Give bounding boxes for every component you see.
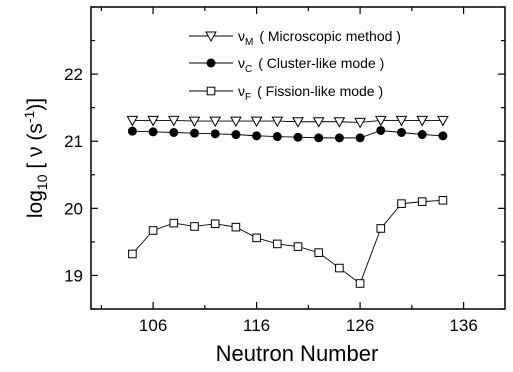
data-point-nu_F <box>314 248 323 257</box>
data-point-nu_M <box>395 115 408 127</box>
legend-marker <box>206 58 216 68</box>
legend-item-nu_M: νM( Microscopic method ) <box>189 28 401 48</box>
data-point-nu_M <box>250 116 263 128</box>
data-point-nu_F <box>397 199 406 208</box>
data-point-nu_C <box>314 133 324 143</box>
data-point-nu_F <box>335 263 344 273</box>
y-axis-title: log10 [ ν (s-1)] <box>21 98 50 218</box>
data-point-nu_F <box>148 226 158 235</box>
x-tick-label: 106 <box>139 316 167 335</box>
data-point-nu_F <box>438 195 448 205</box>
data-point-nu_F <box>128 249 137 259</box>
series-nu_M <box>126 115 449 129</box>
y-tick-label: 19 <box>64 266 83 285</box>
data-point-nu_F <box>252 233 261 243</box>
data-point-nu_C <box>438 131 448 141</box>
data-point-nu_C <box>210 129 220 139</box>
data-point-nu_M <box>126 115 139 127</box>
x-tick-label: 126 <box>346 316 374 335</box>
series-line-nu_C <box>132 130 443 139</box>
data-point-nu_C <box>397 127 406 137</box>
axis-ticks: 106 116 126 136 19 20 21 22 <box>64 6 505 335</box>
data-point-nu_M <box>374 115 387 127</box>
y-tick-label: 22 <box>64 65 83 84</box>
legend-marker <box>205 31 217 43</box>
data-point-nu_C <box>127 126 137 136</box>
data-point-nu_F <box>376 224 386 233</box>
data-point-nu_C <box>376 125 386 135</box>
y-tick-label: 21 <box>64 132 83 151</box>
legend-marker <box>206 86 216 96</box>
legend-item-nu_C: νC( Cluster-like mode ) <box>189 55 384 75</box>
data-point-nu_M <box>312 117 325 128</box>
legend-label: νM( Microscopic method ) <box>238 28 401 48</box>
data-point-nu_C <box>190 128 199 138</box>
plot-frame <box>90 6 506 310</box>
series-nu_F <box>128 195 448 288</box>
data-point-nu_C <box>272 132 282 142</box>
data-point-nu_F <box>293 242 303 251</box>
data-point-nu_F <box>210 219 220 229</box>
legend-item-nu_F: νF( Fission-like mode ) <box>189 83 383 103</box>
data-point-nu_F <box>355 279 365 288</box>
data-point-nu_M <box>147 115 159 127</box>
series-line-nu_F <box>132 199 443 285</box>
data-point-nu_F <box>417 197 427 206</box>
data-point-nu_M <box>167 115 180 127</box>
data-point-nu_C <box>169 127 179 137</box>
data-point-nu_F <box>273 239 282 249</box>
data-point-nu_C <box>355 133 365 143</box>
data-point-nu_M <box>230 116 242 128</box>
series-line-nu_M <box>132 119 443 123</box>
data-point-nu_C <box>252 131 262 141</box>
data-point-nu_M <box>271 116 284 128</box>
series-layer <box>126 115 449 288</box>
x-axis-title: Neutron Number <box>216 341 379 366</box>
data-point-nu_M <box>188 116 201 128</box>
data-point-nu_M <box>416 115 429 127</box>
data-point-nu_M <box>333 117 346 128</box>
data-point-nu_M <box>354 117 366 129</box>
data-point-nu_C <box>293 132 303 142</box>
data-point-nu_F <box>190 222 199 231</box>
x-tick-label: 136 <box>449 316 477 335</box>
legend: νM( Microscopic method ) νC( Cluster-like… <box>189 28 401 103</box>
series-nu_C <box>127 125 448 143</box>
data-point-nu_M <box>292 117 304 128</box>
legend-label: νC( Cluster-like mode ) <box>238 55 384 75</box>
data-point-nu_C <box>417 130 427 140</box>
data-point-nu_F <box>169 218 179 228</box>
y-tick-label: 20 <box>64 199 83 218</box>
data-point-nu_C <box>231 130 241 140</box>
data-point-nu_C <box>334 133 344 143</box>
data-point-nu_M <box>437 115 449 127</box>
x-tick-label: 116 <box>243 316 270 335</box>
data-point-nu_F <box>231 222 241 232</box>
data-point-nu_M <box>209 116 222 128</box>
legend-label: νF( Fission-like mode ) <box>238 83 383 103</box>
data-point-nu_C <box>148 127 158 137</box>
